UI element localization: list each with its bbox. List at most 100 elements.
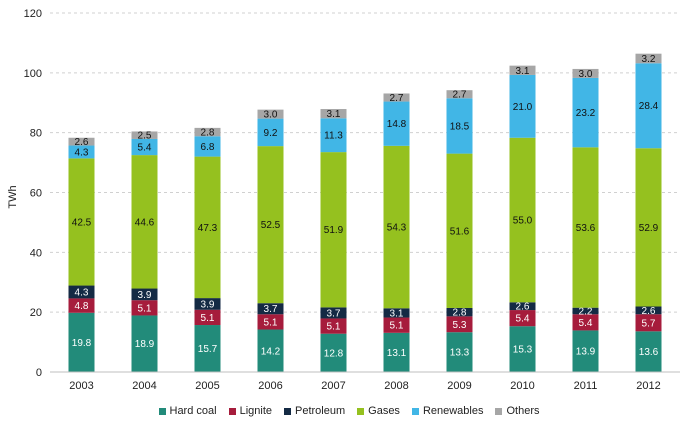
legend-item: Gases (357, 405, 400, 417)
legend-item: Petroleum (284, 405, 345, 417)
bar-segment (635, 63, 662, 149)
bar-segment (131, 138, 158, 156)
x-tick-label: 2005 (195, 380, 219, 392)
bar-segment (446, 90, 473, 99)
legend: Hard coal Lignite Petroleum Gases Renewables… (0, 405, 698, 417)
bar-segment (131, 288, 158, 301)
data-label: 52.9 (639, 223, 659, 234)
x-tick-label: 2010 (510, 380, 534, 392)
bar-segment (131, 315, 158, 372)
bar-segment (194, 325, 221, 372)
data-label: 5.4 (138, 143, 152, 154)
data-label: 9.2 (264, 128, 278, 139)
data-label: 14.2 (261, 346, 281, 357)
legend-label: Gases (368, 405, 400, 417)
bar-segment (446, 307, 473, 317)
x-tick-label: 2007 (321, 380, 345, 392)
bar-segment (635, 148, 662, 307)
x-tick-label: 2011 (574, 380, 598, 392)
x-tick-label: 2004 (132, 380, 156, 392)
bar-segment (572, 147, 599, 308)
legend-label: Hard coal (169, 405, 217, 417)
bar-segment (320, 307, 347, 319)
y-tick-label: 40 (30, 247, 42, 259)
y-tick-label: 0 (36, 367, 42, 379)
data-label: 21.0 (513, 102, 533, 113)
legend-swatch (284, 407, 291, 415)
bar-segment (68, 312, 95, 372)
data-label: 51.9 (324, 225, 344, 236)
data-label: 3.0 (264, 110, 278, 121)
data-label: 2.6 (642, 306, 656, 317)
bar-segment (68, 298, 95, 313)
data-label: 13.1 (387, 348, 407, 359)
data-label: 3.9 (138, 290, 152, 301)
data-label: 4.8 (75, 301, 89, 312)
bar-segment (383, 101, 410, 146)
data-label: 2.6 (75, 137, 89, 148)
bar-segment (194, 156, 221, 299)
bar-segment (572, 330, 599, 372)
bar-segment (383, 308, 410, 318)
data-label: 2.6 (516, 302, 530, 313)
bar-segment (68, 285, 95, 299)
data-label: 13.9 (576, 347, 596, 358)
y-tick-label: 60 (30, 188, 42, 200)
data-label: 53.6 (576, 223, 596, 234)
legend-item: Renewables (411, 405, 483, 417)
y-tick-label: 120 (24, 8, 42, 20)
bar-segment (446, 153, 473, 308)
y-tick-label: 20 (30, 307, 42, 319)
bar-segment (383, 145, 410, 309)
bar-segment (257, 329, 284, 372)
bar-segment (572, 314, 599, 331)
bar-segment (383, 317, 410, 333)
x-tick-label: 2012 (636, 380, 660, 392)
bar-segment (509, 310, 536, 327)
x-axis-ticks: 2003 2004 2005 2006 2007 2008 2009 2010 2011 2012 (69, 380, 660, 392)
x-tick-label: 2003 (69, 380, 93, 392)
data-label: 51.6 (450, 226, 470, 237)
legend-label: Petroleum (295, 405, 346, 417)
bar-segment (194, 309, 221, 326)
bar-segment (446, 316, 473, 333)
bar-segment (257, 314, 284, 330)
legend-label: Others (506, 405, 540, 417)
bar-segment (509, 326, 536, 372)
data-label: 3.0 (579, 69, 593, 80)
data-label: 5.1 (264, 317, 278, 328)
data-label: 19.8 (72, 338, 92, 349)
bar-segment (131, 300, 158, 316)
data-label: 5.1 (201, 313, 215, 324)
bar-segment (446, 332, 473, 372)
data-label: 5.3 (453, 320, 467, 331)
data-label: 5.7 (642, 318, 656, 329)
bar-segment (320, 333, 347, 372)
data-label: 5.4 (579, 318, 593, 329)
legend-swatch (158, 407, 166, 415)
data-label: 11.3 (324, 131, 343, 142)
bar-segment (509, 65, 536, 75)
y-axis-ticks: 0 20 40 60 80 100 120 (24, 8, 42, 379)
data-label: 2.2 (579, 306, 593, 317)
data-label: 28.4 (639, 101, 659, 112)
data-label: 18.5 (450, 121, 470, 132)
bar-segment (257, 146, 284, 304)
bar-segment (131, 131, 158, 139)
bar-segment (509, 137, 536, 303)
legend-swatch (411, 407, 419, 415)
data-label: 23.2 (576, 108, 596, 119)
data-label: 2.8 (201, 128, 215, 139)
data-label: 2.5 (138, 131, 152, 142)
x-tick-label: 2006 (258, 380, 282, 392)
data-label: 4.3 (75, 287, 89, 298)
bar-segment (635, 306, 662, 315)
bar-segment (131, 155, 158, 289)
bar-segment (635, 331, 662, 372)
bar-segment (194, 136, 221, 157)
bar-segment (320, 318, 347, 334)
data-label: 42.5 (72, 217, 92, 228)
data-label: 3.2 (642, 54, 656, 65)
data-label: 2.7 (453, 90, 467, 101)
bar-segment (68, 158, 95, 286)
